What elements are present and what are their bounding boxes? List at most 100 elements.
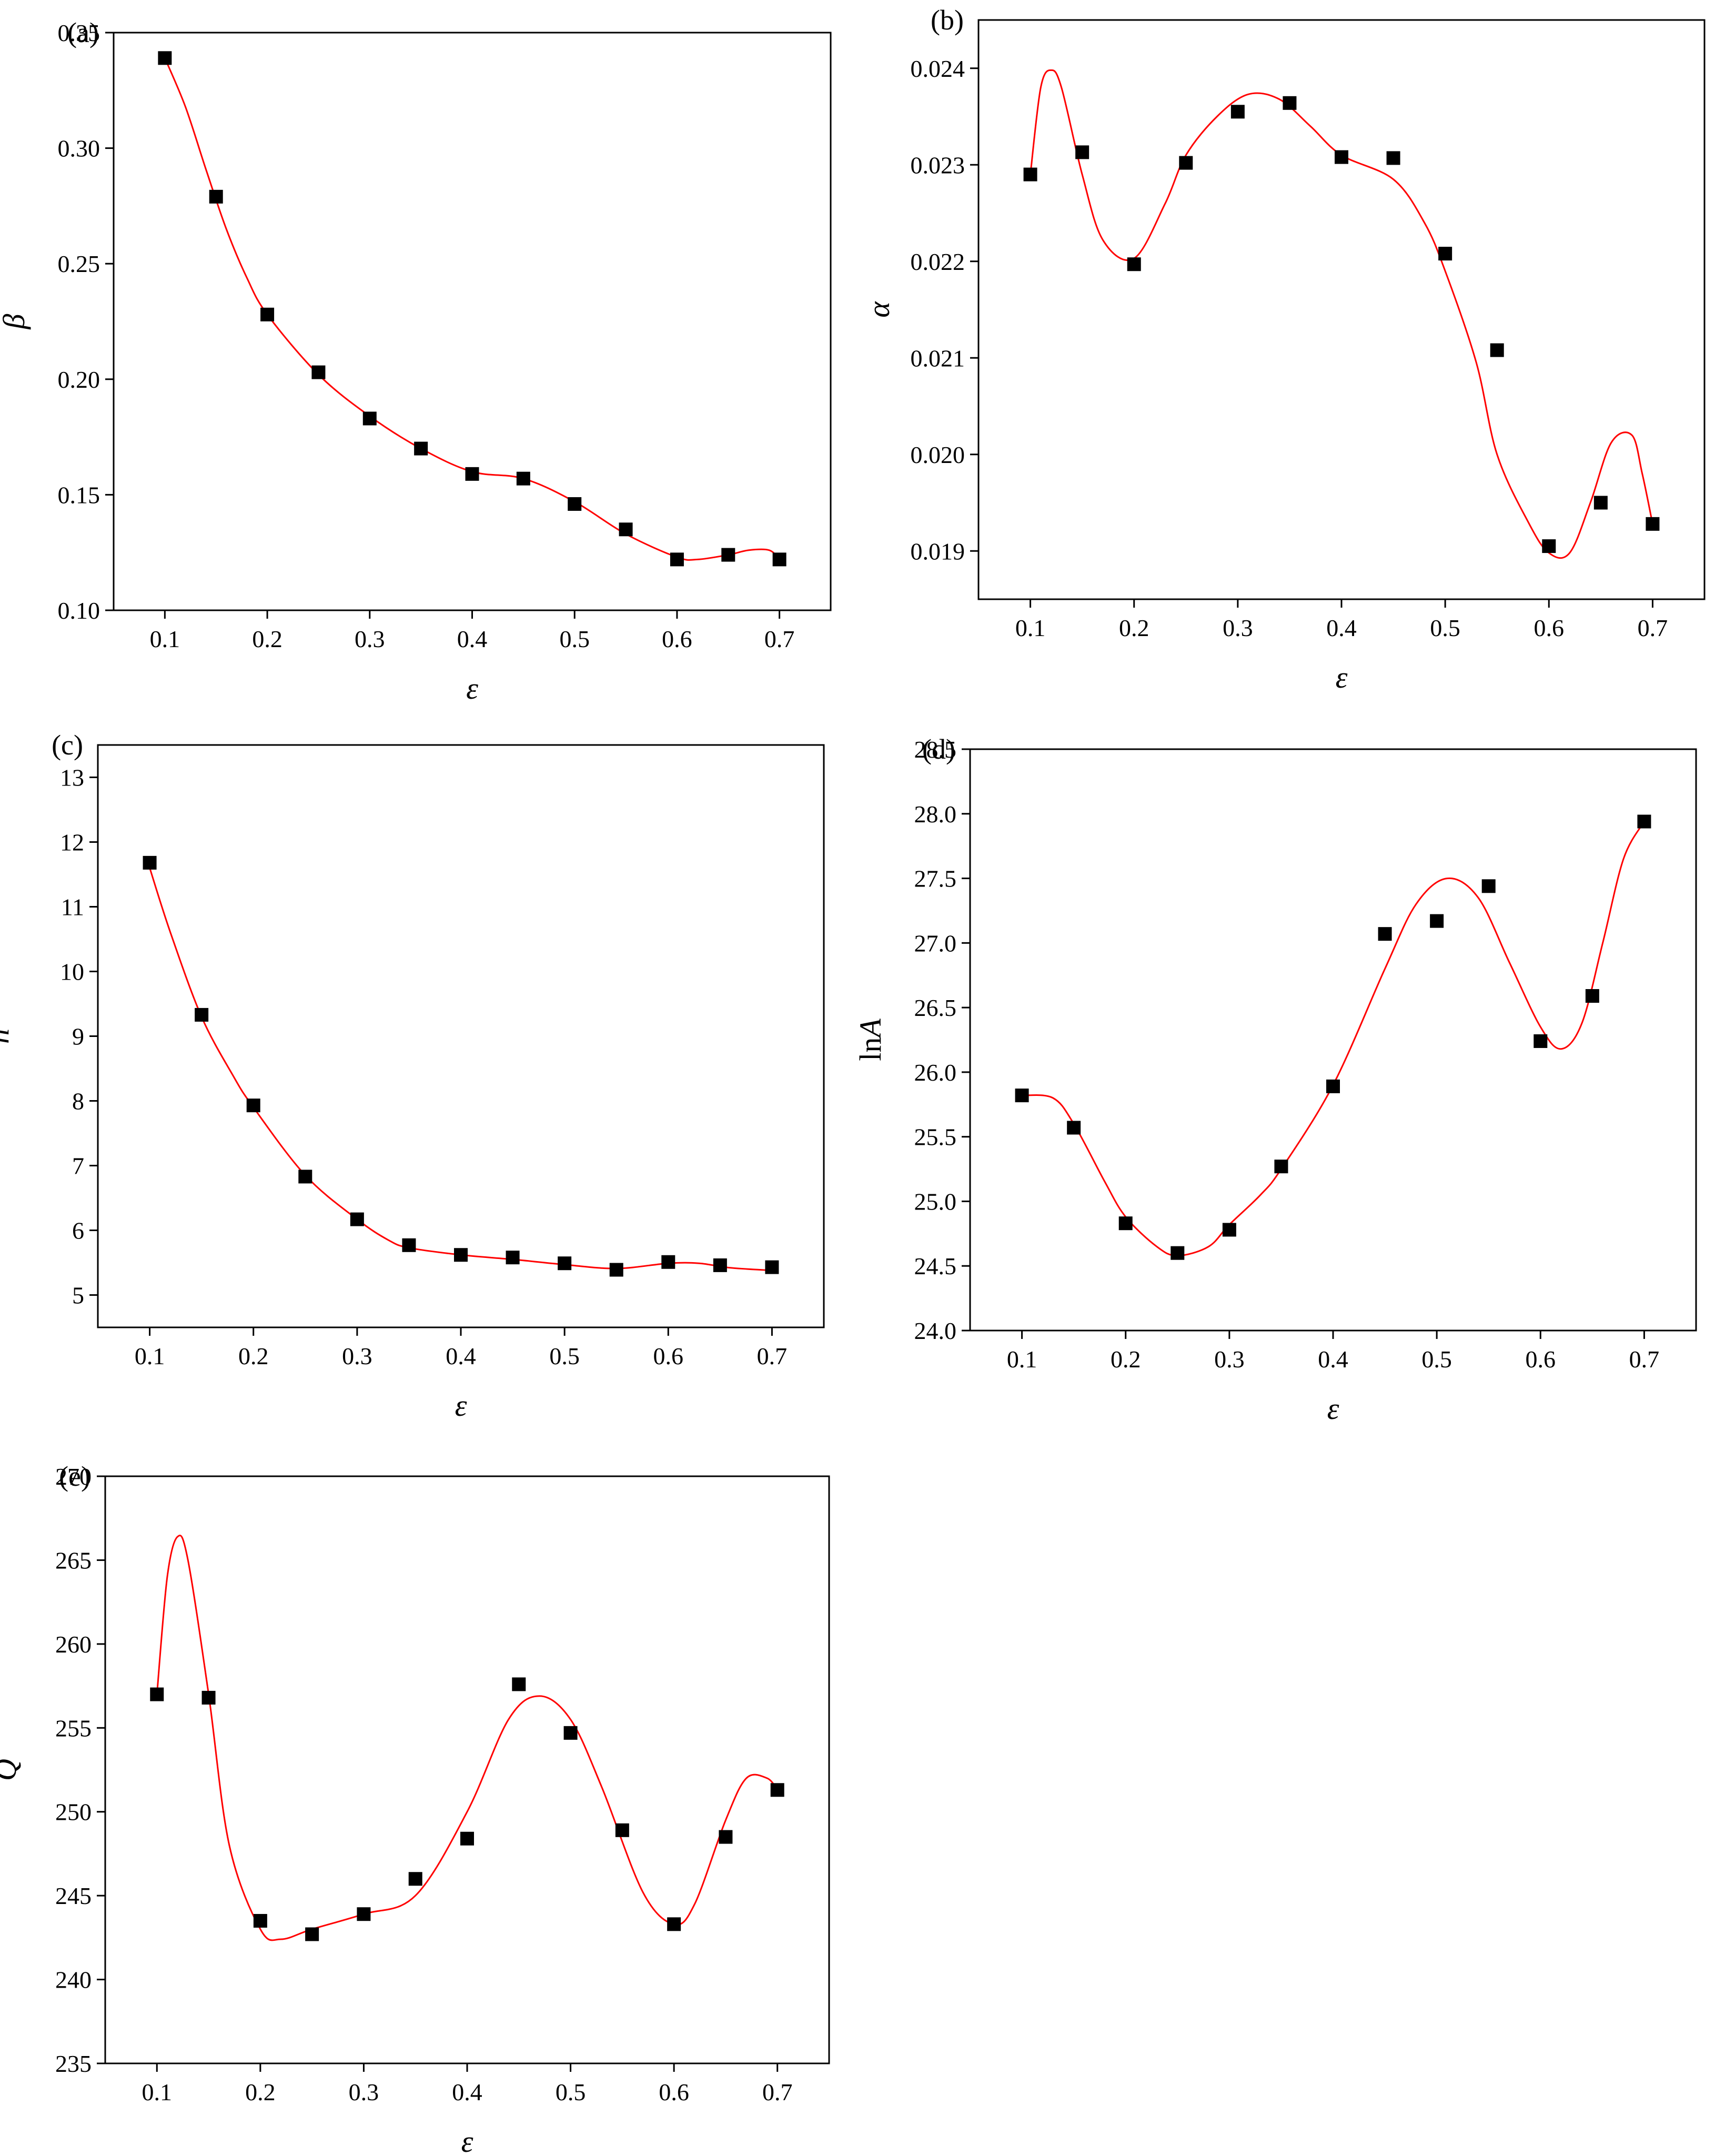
y-tick-label: 0.024 — [911, 55, 965, 82]
y-tick-label: 0.20 — [58, 366, 100, 393]
data-point — [1067, 1121, 1081, 1135]
y-tick-label: 0.25 — [58, 250, 100, 277]
fit-curve — [149, 868, 772, 1272]
data-point — [260, 307, 275, 321]
data-point — [1075, 145, 1089, 159]
x-tick-label: 0.1 — [1007, 1346, 1037, 1373]
data-point — [460, 1831, 474, 1846]
data-point — [721, 548, 735, 562]
data-point — [770, 1783, 784, 1797]
data-point — [253, 1913, 267, 1928]
panel-e: 0.1 0.2 0.3 0.4 0.5 0.6 0.7 235 240 245 250 255 260 2… — [0, 1460, 830, 2156]
data-point — [619, 522, 633, 537]
y-tick-label: 0.021 — [911, 345, 965, 371]
data-point — [158, 51, 172, 65]
fit-curve — [164, 57, 780, 561]
y-tick-label: 24.5 — [914, 1253, 957, 1280]
data-point — [563, 1726, 578, 1740]
panel-d: 0.1 0.2 0.3 0.4 0.5 0.6 0.7 24.0 24.5 25.0 25.5 26.… — [853, 733, 1697, 1426]
plot-frame — [113, 32, 832, 611]
x-tick-label: 0.3 — [1223, 614, 1253, 641]
data-point — [516, 471, 530, 486]
x-tick-label: 0.2 — [238, 1343, 269, 1369]
y-tick-label: 28.5 — [914, 736, 957, 763]
y-tick-label: 12 — [60, 829, 84, 856]
data-point — [402, 1238, 416, 1252]
y-tick-label: 0.020 — [911, 441, 965, 468]
data-point — [568, 497, 582, 511]
data-point — [1542, 539, 1556, 553]
data-point — [357, 1907, 371, 1921]
data-point — [1378, 927, 1392, 941]
data-point — [1326, 1079, 1340, 1093]
data-point — [1386, 151, 1400, 165]
data-point — [1230, 105, 1245, 119]
x-tick-label: 0.7 — [1629, 1346, 1660, 1373]
data-point — [1534, 1034, 1548, 1048]
x-tick-label: 0.4 — [1326, 614, 1357, 641]
data-point — [765, 1260, 779, 1274]
panel-b: 0.1 0.2 0.3 0.4 0.5 0.6 0.7 0.019 0.020 0.021 0.02… — [862, 4, 1706, 694]
data-point — [311, 365, 326, 379]
x-tick-label: 0.5 — [559, 626, 590, 652]
data-point — [506, 1251, 520, 1265]
y-tick-label: 0.15 — [58, 481, 100, 508]
data-point — [408, 1872, 422, 1886]
data-point — [670, 552, 684, 567]
x-tick-label: 0.5 — [1421, 1346, 1452, 1373]
y-tick-label: 270 — [55, 1463, 92, 1490]
y-tick-label: 7 — [72, 1153, 84, 1180]
panel-label: (e) — [59, 1460, 90, 1492]
data-point — [1274, 1160, 1288, 1174]
data-point — [512, 1677, 526, 1691]
data-point — [1222, 1223, 1236, 1237]
data-point — [1490, 343, 1504, 357]
y-tick-label: 0.022 — [911, 248, 965, 275]
panel-label: (c) — [52, 729, 83, 761]
x-tick-label: 0.1 — [1015, 614, 1046, 641]
data-point — [667, 1917, 681, 1931]
panel-label: (b) — [931, 4, 964, 36]
x-tick-label: 0.5 — [549, 1343, 580, 1369]
data-point — [465, 467, 479, 481]
y-tick-label: 0.10 — [58, 597, 100, 624]
data-point — [1015, 1089, 1029, 1103]
x-tick-label: 0.7 — [762, 2079, 793, 2105]
x-tick-label: 0.2 — [1119, 614, 1149, 641]
y-tick-label: 240 — [55, 1967, 92, 1993]
data-point — [1283, 96, 1297, 110]
data-point — [1438, 247, 1452, 261]
y-axis-title: n — [0, 1029, 15, 1044]
x-tick-label: 0.2 — [252, 626, 283, 652]
y-axis-title: lnA — [853, 1019, 887, 1061]
x-tick-label: 0.4 — [457, 626, 488, 652]
data-point — [1481, 879, 1496, 893]
plot-frame — [97, 744, 825, 1328]
x-tick-label: 0.7 — [757, 1343, 788, 1369]
x-tick-label: 0.6 — [659, 2079, 689, 2105]
x-tick-label: 0.3 — [349, 2079, 379, 2105]
fit-curve — [1022, 821, 1645, 1257]
y-tick-label: 10 — [60, 959, 84, 985]
data-point — [195, 1008, 209, 1022]
y-tick-label: 8 — [72, 1088, 84, 1115]
y-tick-label: 6 — [72, 1217, 84, 1244]
y-axis-title-variable: A — [853, 1019, 887, 1040]
y-tick-label: 24.0 — [914, 1317, 957, 1344]
x-axis-title: ε — [466, 671, 478, 706]
data-point — [246, 1099, 260, 1113]
data-point — [713, 1258, 727, 1272]
x-tick-label: 0.7 — [1638, 614, 1668, 641]
y-tick-label: 26.0 — [914, 1059, 957, 1086]
x-tick-label: 0.7 — [764, 626, 795, 652]
y-tick-label: 265 — [55, 1547, 92, 1574]
x-tick-label: 0.6 — [662, 626, 692, 652]
data-point — [298, 1170, 312, 1184]
data-point — [1118, 1216, 1133, 1231]
data-point — [350, 1212, 364, 1226]
x-tick-label: 0.4 — [1318, 1346, 1348, 1373]
y-tick-label: 27.5 — [914, 865, 957, 892]
data-point — [558, 1256, 572, 1271]
plot-frame — [969, 748, 1697, 1332]
